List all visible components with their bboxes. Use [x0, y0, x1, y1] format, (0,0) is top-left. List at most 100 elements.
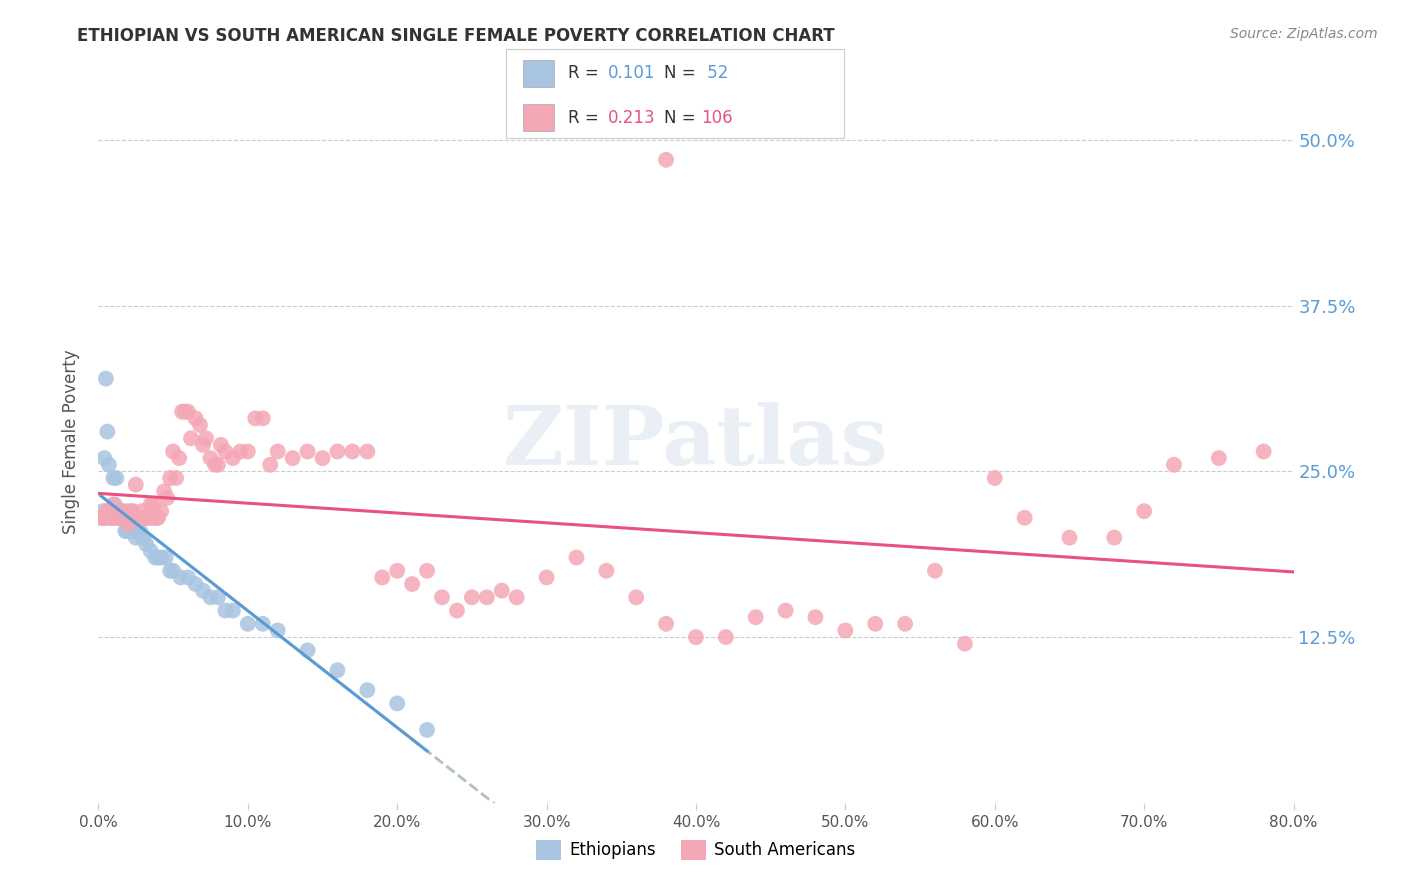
Point	[114, 510, 136, 524]
Point	[139, 544, 162, 558]
Point	[111, 510, 134, 524]
Point	[416, 723, 439, 737]
Point	[145, 510, 167, 524]
Point	[714, 630, 737, 644]
Point	[506, 591, 529, 605]
Point	[188, 417, 211, 432]
Point	[169, 570, 191, 584]
Point	[1059, 531, 1081, 545]
Point	[114, 524, 136, 538]
Point	[115, 504, 138, 518]
Point	[91, 504, 114, 518]
Point	[207, 591, 229, 605]
Point	[118, 510, 141, 524]
Point	[155, 550, 177, 565]
Point	[112, 510, 135, 524]
Point	[924, 564, 946, 578]
Point	[184, 577, 207, 591]
Point	[222, 451, 245, 466]
Point	[259, 458, 281, 472]
Point	[162, 564, 184, 578]
Text: ETHIOPIAN VS SOUTH AMERICAN SINGLE FEMALE POVERTY CORRELATION CHART: ETHIOPIAN VS SOUTH AMERICAN SINGLE FEMAL…	[77, 27, 835, 45]
Point	[953, 637, 976, 651]
Point	[141, 510, 163, 524]
Point	[184, 411, 207, 425]
Point	[430, 591, 453, 605]
Point	[207, 458, 229, 472]
Point	[127, 524, 149, 538]
Point	[135, 537, 157, 551]
Point	[475, 591, 498, 605]
Point	[162, 444, 184, 458]
Point	[131, 504, 153, 518]
Point	[98, 510, 122, 524]
Point	[356, 444, 378, 458]
Point	[1104, 531, 1126, 545]
Point	[461, 591, 484, 605]
Point	[96, 425, 118, 439]
Point	[107, 510, 129, 524]
Point	[121, 504, 143, 518]
Point	[128, 510, 150, 524]
Point	[1014, 510, 1036, 524]
Point	[685, 630, 707, 644]
Point	[626, 591, 648, 605]
Point	[107, 504, 129, 518]
Point	[595, 564, 617, 578]
Point	[111, 504, 134, 518]
Point	[165, 471, 187, 485]
Point	[150, 550, 173, 565]
Point	[371, 570, 394, 584]
Point	[180, 431, 202, 445]
Point	[655, 153, 678, 167]
Point	[129, 510, 152, 524]
Point	[129, 524, 152, 538]
Point	[385, 564, 409, 578]
Point	[297, 444, 319, 458]
Point	[93, 510, 115, 524]
Point	[139, 498, 162, 512]
Point	[565, 550, 588, 565]
Point	[105, 471, 128, 485]
Text: 106: 106	[702, 109, 733, 127]
Point	[655, 616, 678, 631]
Point	[108, 510, 131, 524]
Point	[153, 484, 176, 499]
Point	[96, 504, 118, 518]
Point	[222, 603, 245, 617]
Point	[128, 510, 150, 524]
Point	[491, 583, 513, 598]
Point	[121, 524, 143, 538]
Text: N =: N =	[664, 64, 700, 82]
Point	[125, 477, 148, 491]
Point	[124, 510, 146, 524]
Point	[120, 510, 142, 524]
Point	[118, 510, 141, 524]
Point	[115, 524, 138, 538]
Point	[91, 510, 114, 524]
Point	[159, 564, 181, 578]
Point	[97, 504, 120, 518]
Point	[136, 510, 159, 524]
Point	[385, 697, 409, 711]
Point	[112, 510, 135, 524]
Point	[326, 663, 349, 677]
Point	[93, 451, 115, 466]
Point	[267, 444, 290, 458]
Point	[401, 577, 423, 591]
Y-axis label: Single Female Poverty: Single Female Poverty	[62, 350, 80, 533]
Point	[245, 411, 267, 425]
Point	[195, 431, 218, 445]
Point	[200, 451, 222, 466]
Point	[214, 603, 236, 617]
Point	[984, 471, 1007, 485]
Point	[177, 405, 200, 419]
Point	[127, 510, 149, 524]
Point	[148, 510, 170, 524]
Point	[1208, 451, 1230, 466]
Point	[191, 583, 214, 598]
Point	[229, 444, 252, 458]
Point	[101, 510, 124, 524]
Point	[894, 616, 917, 631]
Point	[104, 498, 127, 512]
